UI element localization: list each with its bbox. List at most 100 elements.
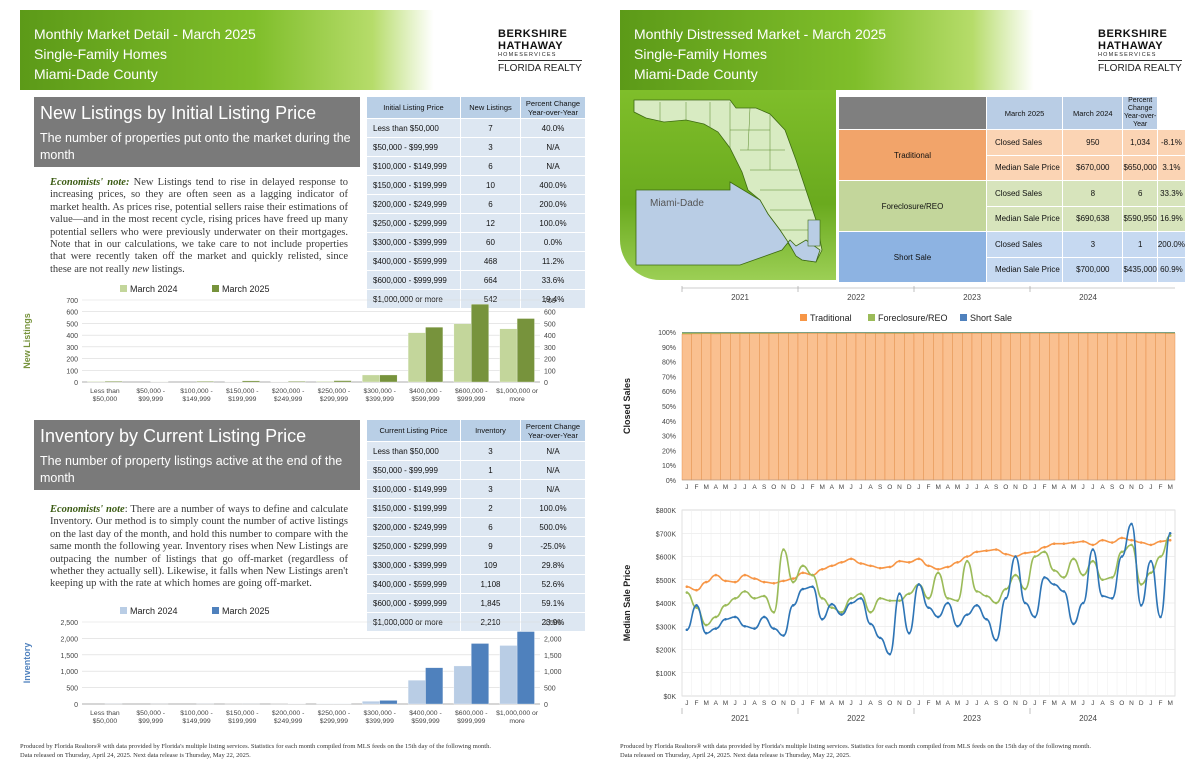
y-tick-label-right: 2,500 (544, 620, 562, 627)
traditional-bar (826, 333, 837, 481)
cell: 6 (460, 517, 521, 537)
bar (407, 332, 426, 383)
point (1033, 555, 1037, 558)
logo-line-c: HOMESERVICES (1098, 52, 1182, 61)
point (849, 601, 853, 605)
y-tick-label-right: 100 (544, 368, 556, 375)
traditional-bar (710, 333, 721, 481)
y-tick-label-right: 2,000 (544, 636, 562, 643)
y-tick-label: 700 (66, 298, 78, 305)
inv-note-label: Economists' note (50, 504, 125, 515)
legend-label: Foreclosure/REO (878, 313, 948, 323)
point (762, 594, 766, 598)
month-label: A (830, 484, 835, 491)
traditional-bar (759, 333, 770, 481)
cell: $650,000 (1122, 154, 1158, 181)
point (907, 592, 911, 595)
point (840, 561, 843, 564)
point (685, 585, 689, 589)
cell: $400,000 - $599,999 (366, 574, 461, 594)
point (782, 548, 785, 551)
point (965, 613, 969, 616)
y-tick-label: 600 (66, 310, 78, 317)
y-tick-label-right: 500 (544, 321, 556, 328)
logo-line-a: BERKSHIRE (498, 28, 568, 40)
y-axis-label: Closed Sales (622, 378, 632, 434)
month-label: A (1100, 700, 1105, 707)
point (1023, 551, 1027, 555)
bar (499, 645, 518, 705)
cell: 11.2% (520, 251, 586, 271)
month-label: M (703, 700, 708, 707)
point (1062, 576, 1066, 579)
point (898, 599, 901, 602)
point (956, 599, 959, 602)
point (840, 613, 843, 616)
month-label: N (897, 700, 902, 707)
y-tick-label: 50% (662, 404, 676, 411)
point (985, 549, 988, 552)
point (753, 627, 756, 630)
left-footer-line2: Data released on Thursday, April 24, 202… (20, 752, 251, 759)
county-lines (659, 102, 816, 231)
table-row: $250,000 - $299,999 12 100.0% (366, 213, 586, 233)
traditional-bar (933, 333, 944, 481)
point (685, 591, 689, 594)
table-row: Median Sale Price $670,000 $650,000 3.1% (839, 154, 1187, 181)
month-label: A (984, 484, 989, 491)
cell: 3 (460, 441, 521, 461)
point (820, 597, 824, 600)
note-text: New Listings tend to rise in delayed res… (50, 177, 348, 275)
legend-swatch (868, 314, 875, 321)
point (1168, 531, 1172, 535)
table-row: Median Sale Price $700,000 $435,000 60.9% (839, 256, 1187, 283)
bar (407, 680, 426, 705)
point (695, 588, 698, 592)
point (946, 601, 950, 605)
bar (379, 374, 398, 383)
cell: 29.8% (520, 555, 586, 575)
point (936, 567, 940, 571)
month-label: J (801, 484, 804, 491)
month-label: J (850, 700, 853, 707)
point (1072, 557, 1075, 561)
table-row: $100,000 - $149,999 6 N/A (366, 156, 586, 176)
bar (362, 701, 380, 705)
table-row: Short Sale Closed Sales 3 1 200.0% (838, 231, 1187, 283)
point (1072, 541, 1075, 544)
traditional-bar (846, 333, 857, 481)
cell: 100.0% (520, 498, 586, 518)
month-label: J (966, 700, 969, 707)
right-header-banner: Monthly Distressed Market - March 2025 S… (620, 10, 1090, 90)
x-tick-label: $150,000 -$199,999 (226, 388, 259, 403)
traditional-bar (1107, 333, 1118, 481)
x-tick-label: $1,000,000 or more (496, 710, 539, 725)
traditional-bar (797, 333, 808, 481)
point (714, 573, 718, 577)
table-row: $200,000 - $249,999 6 500.0% (366, 517, 586, 537)
point (791, 577, 795, 580)
traditional-bar (691, 333, 702, 481)
month-label: A (868, 484, 873, 491)
cell: $200,000 - $249,999 (366, 517, 461, 537)
month-label: F (811, 484, 815, 491)
point (1101, 578, 1104, 582)
point (907, 561, 911, 564)
month-label: S (878, 484, 883, 491)
point (820, 617, 824, 621)
table-row: $150,000 - $199,999 10 400.0% (366, 175, 586, 195)
x-tick-label: $300,000 -$399,999 (363, 710, 396, 725)
miami-dade-highlight (807, 219, 821, 247)
point (907, 631, 911, 635)
traditional-bar (836, 333, 847, 481)
right-header-line2: Single-Family Homes (634, 46, 768, 62)
month-label: M (1071, 700, 1076, 707)
month-label: J (685, 700, 688, 707)
point (1149, 571, 1153, 575)
point (830, 606, 834, 609)
traditional-bar (701, 333, 712, 481)
cell: 8 (1062, 180, 1124, 207)
table-row: $100,000 - $149,999 3 N/A (366, 479, 586, 499)
traditional-bar (1087, 332, 1098, 481)
cell: $250,000 - $299,999 (366, 536, 461, 556)
